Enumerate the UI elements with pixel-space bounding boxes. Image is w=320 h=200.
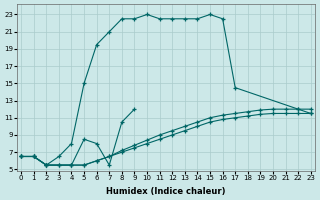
X-axis label: Humidex (Indice chaleur): Humidex (Indice chaleur) xyxy=(106,187,226,196)
